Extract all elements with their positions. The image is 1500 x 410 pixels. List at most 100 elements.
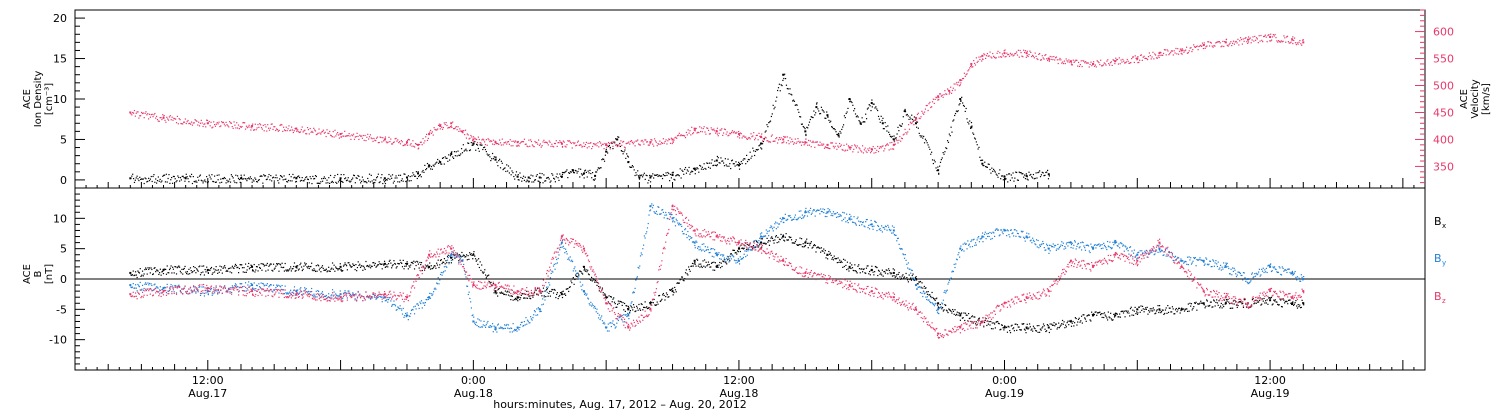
by-dot: [168, 287, 171, 289]
by-dot: [349, 293, 352, 296]
bx-dot: [632, 309, 634, 311]
bx-dot: [833, 255, 835, 257]
bx-dot: [818, 247, 820, 249]
bx-dot: [522, 293, 524, 295]
density-dot: [313, 178, 315, 180]
velocity-dot: [1003, 50, 1005, 52]
velocity-dot: [286, 130, 288, 132]
velocity-point: [892, 143, 895, 146]
bx-dot: [889, 272, 891, 274]
bx-dot: [1129, 308, 1132, 310]
by-dot: [217, 293, 219, 295]
density-dot: [1046, 171, 1048, 173]
velocity-dot: [357, 135, 359, 137]
velocity-dot: [1155, 57, 1158, 59]
velocity-dot: [904, 128, 906, 130]
velocity-dot: [421, 144, 423, 146]
velocity-dot: [147, 113, 149, 115]
bx-dot: [270, 263, 272, 265]
bx-dot: [886, 269, 888, 271]
velocity-dot: [1167, 50, 1169, 52]
density-dot: [165, 173, 167, 175]
density-dot: [810, 116, 812, 118]
density-dot: [431, 168, 433, 170]
by-dot: [151, 284, 153, 287]
bx-dot: [783, 239, 785, 241]
density-dot: [724, 158, 726, 160]
bx-point: [1269, 299, 1272, 302]
density-dot: [416, 177, 418, 180]
velocity-dot: [205, 126, 207, 128]
density-dot: [763, 138, 765, 140]
bx-dot: [581, 272, 583, 274]
by-dot: [490, 326, 492, 328]
bx-dot: [255, 265, 258, 268]
velocity-dot: [1260, 34, 1262, 37]
bx-dot: [1171, 306, 1174, 308]
bx-dot: [253, 263, 255, 266]
bx-dot: [809, 242, 812, 244]
density-dot: [819, 113, 821, 115]
bx-dot: [168, 268, 171, 271]
velocity-dot: [827, 147, 829, 149]
velocity-dot: [1280, 40, 1282, 42]
velocity-dot: [858, 147, 860, 149]
bx-dot: [594, 281, 596, 283]
by-dot: [210, 289, 212, 291]
bx-dot: [409, 266, 411, 268]
bx-dot: [1148, 309, 1150, 312]
density-dot: [697, 168, 699, 170]
bx-dot: [813, 244, 815, 247]
density-dot: [698, 171, 700, 173]
by-dot: [287, 293, 289, 295]
density-dot: [546, 177, 549, 179]
velocity-dot: [1132, 56, 1135, 58]
density-dot: [748, 159, 750, 161]
velocity-dot: [255, 129, 257, 131]
bx-dot: [849, 262, 851, 264]
by-dot: [142, 289, 144, 291]
by-dot: [446, 259, 449, 261]
by-dot: [207, 293, 209, 295]
velocity-dot: [175, 118, 177, 120]
density-dot: [993, 168, 995, 170]
density-dot: [293, 177, 295, 179]
bx-dot: [506, 291, 508, 293]
bx-dot: [821, 250, 823, 252]
bx-dot: [1023, 323, 1025, 325]
by-dot: [498, 327, 500, 329]
density-dot: [817, 108, 819, 110]
density-dot: [522, 175, 525, 177]
density-dot: [567, 176, 569, 179]
velocity-dot: [640, 140, 642, 142]
bx-dot: [546, 288, 548, 290]
velocity-dot: [536, 141, 538, 144]
bx-dot: [734, 252, 736, 254]
density-dot: [1047, 169, 1049, 171]
bx-dot: [697, 265, 699, 267]
y-tick-label-top-right: 350: [1433, 160, 1454, 173]
bx-dot: [579, 270, 581, 272]
bx-dot: [219, 265, 221, 267]
bx-dot: [1196, 309, 1198, 311]
velocity-dot: [1048, 60, 1050, 62]
bx-dot: [978, 318, 980, 320]
bx-dot: [1175, 307, 1177, 310]
velocity-dot: [496, 142, 498, 145]
velocity-dot: [655, 141, 657, 143]
bx-dot: [1007, 325, 1009, 327]
velocity-dot: [294, 128, 296, 130]
bx-dot: [1277, 303, 1279, 306]
velocity-dot: [912, 120, 914, 123]
density-dot: [236, 182, 238, 184]
bx-dot: [829, 252, 831, 254]
bx-dot: [350, 266, 352, 268]
by-dot: [433, 288, 435, 290]
bx-dot: [443, 261, 445, 263]
by-dot: [219, 286, 221, 288]
bx-dot: [568, 290, 570, 293]
velocity-dot: [1064, 62, 1066, 65]
density-dot: [741, 162, 743, 165]
velocity-dot: [266, 130, 268, 132]
density-dot: [816, 102, 818, 104]
